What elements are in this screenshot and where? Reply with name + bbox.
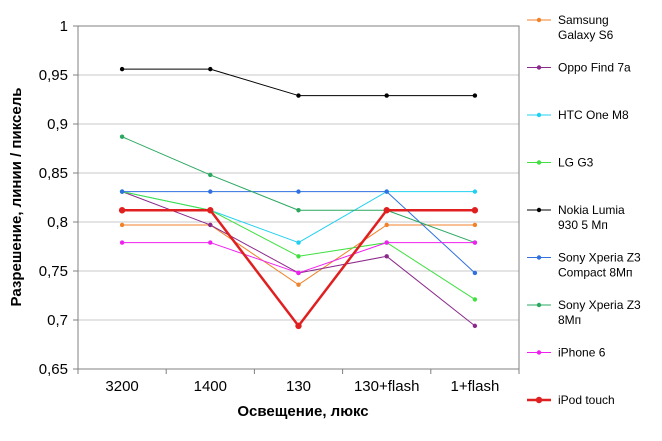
data-point-samsung-galaxy-s6 [296, 282, 301, 287]
data-point-iphone-6 [384, 240, 389, 245]
legend-entry-lg-g3: LG G3 [558, 156, 594, 170]
legend-entry-sony-xperia-z3-8мп: Sony Xperia Z3 8Мп [558, 298, 641, 327]
y-tick-label: 1 [60, 18, 68, 35]
data-point-ipod-touch [471, 207, 479, 214]
legend-marker-sony-xperia-z3-compact-8мп [536, 255, 542, 260]
legend-marker-oppo-find-7a [536, 65, 542, 70]
y-tick-label: 0,85 [39, 165, 68, 182]
x-tick-labels: 3200 1400 130 130+flash 1+flash [105, 378, 499, 395]
x-tick-label: 3200 [105, 378, 138, 395]
data-point-nokia-lumia-930-5-мп [472, 93, 478, 98]
y-tick-labels: 0,65 0,7 0,75 0,8 0,85 0,9 0,95 1 [39, 18, 68, 378]
series-line-htc-one-m8 [121, 191, 475, 244]
data-point-sony-xperia-z3-compact-8мп [296, 189, 301, 194]
x-tick-label: 130+flash [354, 378, 419, 395]
data-point-iphone-6 [472, 240, 478, 245]
y-tick-label: 0,65 [39, 361, 68, 378]
data-point-sony-xperia-z3-compact-8мп [472, 270, 478, 276]
data-point-htc-one-m8 [296, 240, 301, 245]
y-tick-label: 0,9 [47, 116, 68, 133]
data-point-ipod-touch [295, 322, 302, 330]
legend-marker-sony-xperia-z3-8мп [536, 302, 542, 308]
legend-marker-nokia-lumia-930-5-мп [536, 207, 542, 213]
data-point-samsung-galaxy-s6 [384, 222, 389, 228]
data-point-oppo-find-7a [208, 222, 213, 228]
series-lines [118, 66, 479, 330]
data-point-sony-xperia-z3-8мп [119, 134, 125, 139]
legend-marker-htc-one-m8 [536, 112, 542, 118]
x-axis-title: Освещение, люкс [237, 403, 368, 420]
data-point-oppo-find-7a [384, 254, 389, 259]
plot-area-border [77, 25, 520, 370]
y-tick-label: 0,8 [47, 214, 68, 231]
data-point-ipod-touch [383, 207, 390, 214]
data-point-nokia-lumia-930-5-мп [119, 66, 125, 72]
data-point-sony-xperia-z3-8мп [208, 172, 213, 178]
series-line-nokia-lumia-930-5-мп [122, 68, 475, 97]
legend: Samsung Galaxy S6 Oppo Find 7a HTC One M8 LG… [527, 13, 641, 407]
legend-entry-sony-xperia-z3-compact-8мп: Sony Xperia Z3 Compact 8Мп [558, 251, 641, 280]
legend-entry-ipod-touch: iPod touch [558, 393, 615, 407]
axes [73, 25, 520, 374]
legend-marker-ipod-touch [535, 396, 543, 404]
x-tick-label: 130 [286, 378, 311, 395]
y-tick-label: 0,7 [47, 312, 68, 329]
data-point-oppo-find-7a [472, 323, 478, 329]
data-point-ipod-touch [207, 207, 214, 214]
legend-marker-lg-g3 [536, 160, 542, 165]
data-point-samsung-galaxy-s6 [472, 222, 478, 228]
data-point-lg-g3 [472, 297, 478, 302]
data-point-lg-g3 [296, 254, 301, 259]
data-point-nokia-lumia-930-5-мп [384, 93, 389, 98]
x-tick-label: 1400 [194, 378, 227, 395]
legend-marker-samsung-galaxy-s6 [536, 17, 542, 23]
data-point-nokia-lumia-930-5-мп [208, 66, 213, 72]
legend-entry-samsung-galaxy-s6: Samsung Galaxy S6 [558, 13, 614, 42]
data-point-iphone-6 [208, 240, 213, 245]
data-point-sony-xperia-z3-compact-8мп [208, 189, 213, 194]
data-point-sony-xperia-z3-8мп [296, 208, 301, 213]
legend-entry-oppo-find-7a: Oppo Find 7a [558, 61, 631, 75]
data-point-samsung-galaxy-s6 [119, 222, 125, 228]
data-point-htc-one-m8 [472, 189, 478, 194]
legend-marker-iphone-6 [536, 350, 542, 355]
legend-entry-nokia-lumia-930-5-мп: Nokia Lumia 930 5 Мп [558, 203, 625, 232]
data-point-iphone-6 [119, 240, 125, 245]
data-point-nokia-lumia-930-5-мп [296, 93, 301, 98]
series-line-ipod-touch [122, 208, 475, 328]
y-tick-label: 0,95 [39, 67, 68, 84]
series-line-sony-xperia-z3-compact-8мп [122, 191, 476, 274]
x-tick-label: 1+flash [451, 378, 500, 395]
data-point-ipod-touch [118, 207, 126, 214]
legend-entry-iphone-6: iPhone 6 [558, 346, 606, 360]
legend-entry-htc-one-m8: HTC One M8 [558, 108, 629, 122]
y-tick-label: 0,75 [39, 263, 68, 280]
data-point-sony-xperia-z3-compact-8мп [119, 189, 125, 194]
data-point-iphone-6 [296, 270, 301, 276]
data-point-sony-xperia-z3-compact-8мп [384, 189, 389, 194]
grid-lines [78, 25, 519, 370]
y-axis-title: Разрешение, линии / пиксель [8, 88, 25, 307]
